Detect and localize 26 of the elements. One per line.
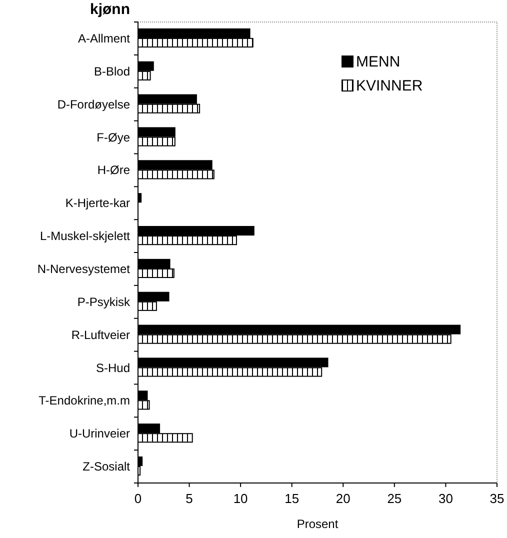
chart-title: kjønn	[90, 1, 130, 18]
x-tick-label: 15	[284, 491, 300, 506]
y-tick-label: H-Øre	[97, 163, 130, 178]
y-tick-label: B-Blod	[94, 64, 130, 78]
x-axis-title: Prosent	[296, 517, 339, 531]
x-tick-label: 0	[134, 491, 142, 506]
y-tick-label: T-Endokrine,m.m	[38, 394, 130, 408]
x-tick-label: 35	[490, 491, 504, 506]
y-tick-label: Z-Sosialt	[82, 460, 131, 474]
y-tick-label: R-Luftveier	[71, 328, 130, 342]
legend-label: MENN	[356, 54, 400, 70]
x-tick-label: 25	[387, 491, 402, 506]
y-tick-label: S-Hud	[96, 360, 130, 375]
x-tick-label: 10	[233, 491, 248, 506]
y-tick-label: P-Psykisk	[77, 294, 131, 309]
y-tick-label: F-Øye	[96, 130, 130, 144]
x-tick-label: 30	[438, 491, 453, 506]
y-tick-label: K-Hjerte-kar	[65, 196, 130, 210]
text: KVINNER	[356, 78, 423, 94]
x-tick-label: 5	[186, 491, 193, 506]
y-tick-label: U-Urinveier	[69, 426, 130, 441]
y-tick-label: L-Muskel-skjelett	[40, 229, 131, 244]
y-tick-label: A-Allment	[78, 31, 131, 46]
y-tick-label: D-Fordøyelse	[57, 97, 130, 112]
x-tick-label: 20	[336, 491, 350, 506]
y-tick-label: N-Nervesystemet	[37, 262, 131, 276]
